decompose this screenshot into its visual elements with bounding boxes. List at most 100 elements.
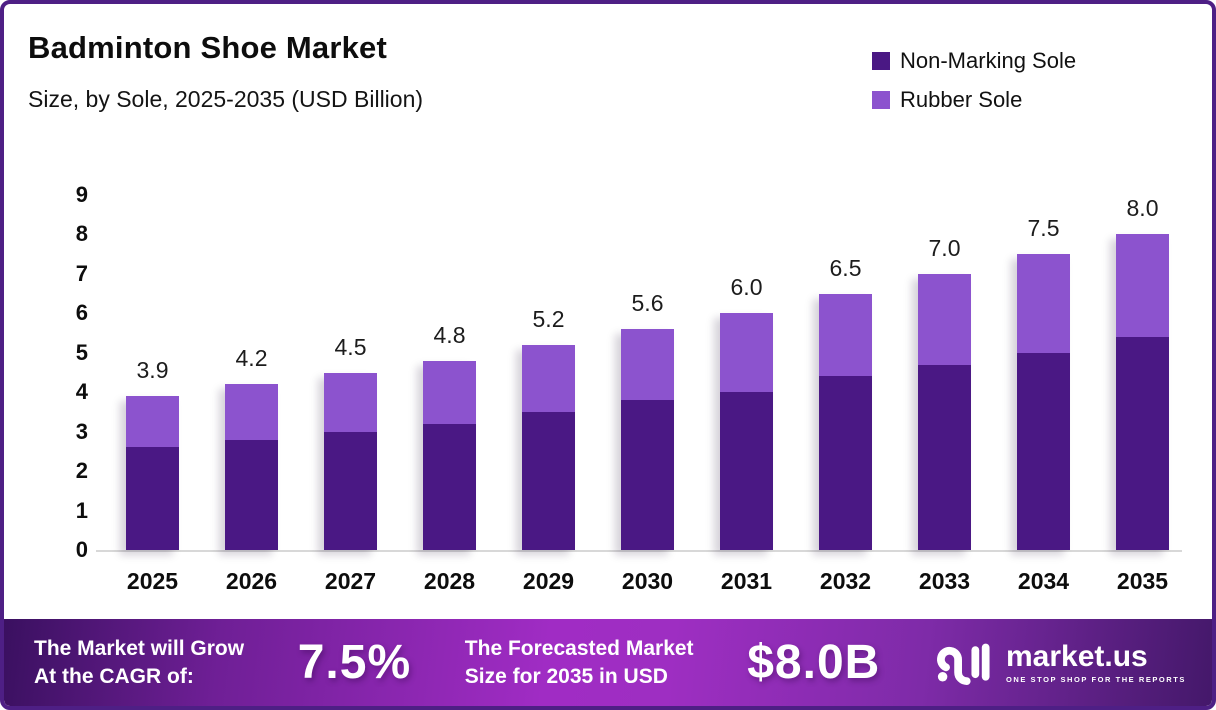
- bar-2029-non-marking-sole: [522, 411, 575, 550]
- bar-2035: 8.0 2035: [1116, 195, 1169, 594]
- bar-2025-total-label: 3.9: [136, 357, 169, 384]
- x-label-2025: 2025: [126, 568, 179, 594]
- x-label-2035: 2035: [1116, 568, 1169, 594]
- y-axis: 0 1 2 3 4 5 6 7 8 9: [40, 182, 88, 562]
- bar-2028-total-label: 4.8: [433, 321, 466, 348]
- bar-2034: 7.5 2034: [1017, 195, 1070, 594]
- y-tick-4: 4: [75, 379, 88, 405]
- x-label-2028: 2028: [423, 568, 476, 594]
- bar-2026-total-label: 4.2: [235, 345, 268, 372]
- bar-2026-rubber-sole: [225, 384, 278, 440]
- bar-2027-total-label: 4.5: [334, 333, 367, 360]
- bar-2033-non-marking-sole: [918, 364, 971, 550]
- bar-2035-non-marking-sole: [1116, 337, 1169, 550]
- bar-2035-rubber-sole: [1116, 234, 1169, 337]
- bar-2026: 4.2 2026: [225, 195, 278, 594]
- bar-stack-2028: [423, 360, 476, 550]
- stacked-bar-plot-area: 3.9 2025 4.2 2026 4.5 2027 4.8 2028 5.2 2029 5.6 20…: [100, 195, 1182, 594]
- bar-2028-rubber-sole: [423, 360, 476, 424]
- y-tick-2: 2: [75, 458, 88, 484]
- x-label-2032: 2032: [819, 568, 872, 594]
- bar-2026-non-marking-sole: [225, 439, 278, 550]
- bar-2031-total-label: 6.0: [730, 274, 763, 301]
- x-label-2026: 2026: [225, 568, 278, 594]
- legend: Non-Marking Sole Rubber Sole: [872, 48, 1076, 113]
- x-axis-line: [96, 550, 1182, 552]
- bar-2027-rubber-sole: [324, 372, 377, 432]
- x-label-2033: 2033: [918, 568, 971, 594]
- bar-2034-non-marking-sole: [1017, 352, 1070, 550]
- forecast-label: The Forecasted Market Size for 2035 in U…: [465, 635, 694, 690]
- cagr-label-line2: At the CAGR of:: [34, 664, 194, 688]
- bar-2030: 5.6 2030: [621, 195, 674, 594]
- bar-2034-total-label: 7.5: [1027, 215, 1060, 242]
- bar-2032-total-label: 6.5: [829, 254, 862, 281]
- page-subtitle: Size, by Sole, 2025-2035 (USD Billion): [28, 86, 424, 112]
- bar-2028: 4.8 2028: [423, 195, 476, 594]
- bar-stack-2025: [126, 396, 179, 550]
- brand-tagline: ONE STOP SHOP FOR THE REPORTS: [1005, 674, 1186, 684]
- bar-2031-non-marking-sole: [720, 392, 773, 550]
- legend-item-rubber-sole: Rubber Sole: [872, 87, 1076, 113]
- legend-item-non-marking-sole: Non-Marking Sole: [872, 48, 1076, 74]
- forecast-label-line2: Size for 2035 in USD: [464, 664, 668, 688]
- bar-stack-2033: [918, 273, 971, 550]
- cagr-label: The Market will Grow At the CAGR of:: [34, 635, 244, 690]
- y-tick-0: 0: [75, 537, 88, 562]
- bar-stack-2026: [225, 384, 278, 550]
- legend-label-non-marking-sole: Non-Marking Sole: [900, 48, 1077, 73]
- bar-2025-non-marking-sole: [126, 447, 179, 550]
- bar-stack-2031: [720, 313, 773, 550]
- bar-2030-total-label: 5.6: [631, 290, 664, 317]
- x-label-2030: 2030: [621, 568, 674, 594]
- bar-2025: 3.9 2025: [126, 195, 179, 594]
- bar-2025-rubber-sole: [126, 396, 179, 448]
- y-tick-5: 5: [75, 339, 88, 365]
- bar-stack-2027: [324, 372, 377, 551]
- bar-2035-total-label: 8.0: [1126, 195, 1159, 222]
- forecast-label-line1: The Forecasted Market: [464, 637, 694, 661]
- bar-stack-2034: [1017, 254, 1070, 550]
- cagr-value: 7.5%: [297, 636, 412, 689]
- bar-2029: 5.2 2029: [522, 195, 575, 594]
- footer-banner: The Market will Grow At the CAGR of: 7.5…: [4, 619, 1212, 706]
- bar-2029-total-label: 5.2: [532, 305, 565, 332]
- cagr-label-line1: The Market will Grow: [34, 637, 245, 661]
- bar-2033-rubber-sole: [918, 273, 971, 365]
- bar-stack-2030: [621, 329, 674, 550]
- x-label-2034: 2034: [1017, 568, 1070, 594]
- y-tick-3: 3: [75, 418, 88, 444]
- forecast-value: $8.0B: [747, 636, 881, 689]
- legend-swatch-non-marking-sole: [872, 52, 890, 70]
- x-label-2027: 2027: [324, 568, 377, 594]
- bar-2028-non-marking-sole: [423, 423, 476, 550]
- bar-2031-rubber-sole: [720, 313, 773, 393]
- marketus-logo-icon: [937, 643, 990, 685]
- bar-stack-2032: [819, 293, 872, 550]
- bar-stack-2035: [1116, 234, 1169, 550]
- y-tick-1: 1: [75, 497, 88, 523]
- x-label-2029: 2029: [522, 568, 575, 594]
- brand-name: market.us: [1005, 639, 1148, 673]
- x-label-2031: 2031: [720, 568, 773, 594]
- legend-label-rubber-sole: Rubber Sole: [900, 87, 1023, 112]
- bar-2034-rubber-sole: [1017, 254, 1070, 353]
- bar-2030-rubber-sole: [621, 329, 674, 401]
- bar-2032-non-marking-sole: [819, 376, 872, 550]
- page-title: Badminton Shoe Market: [28, 30, 388, 65]
- brand-logo: market.us ONE STOP SHOP FOR THE REPORTS: [934, 637, 1186, 689]
- bar-2029-rubber-sole: [522, 344, 575, 412]
- bar-2032-rubber-sole: [819, 293, 872, 377]
- bar-2027-non-marking-sole: [324, 431, 377, 550]
- bar-2033: 7.0 2033: [918, 195, 971, 594]
- brand-text: market.us ONE STOP SHOP FOR THE REPORTS: [1005, 639, 1186, 684]
- bar-2033-total-label: 7.0: [928, 234, 961, 261]
- y-tick-8: 8: [75, 221, 88, 247]
- bar-stack-2029: [522, 344, 575, 550]
- bar-2032: 6.5 2032: [819, 195, 872, 594]
- y-tick-7: 7: [75, 260, 88, 286]
- bar-2027: 4.5 2027: [324, 195, 377, 594]
- bar-2031: 6.0 2031: [720, 195, 773, 594]
- bar-2030-non-marking-sole: [621, 400, 674, 550]
